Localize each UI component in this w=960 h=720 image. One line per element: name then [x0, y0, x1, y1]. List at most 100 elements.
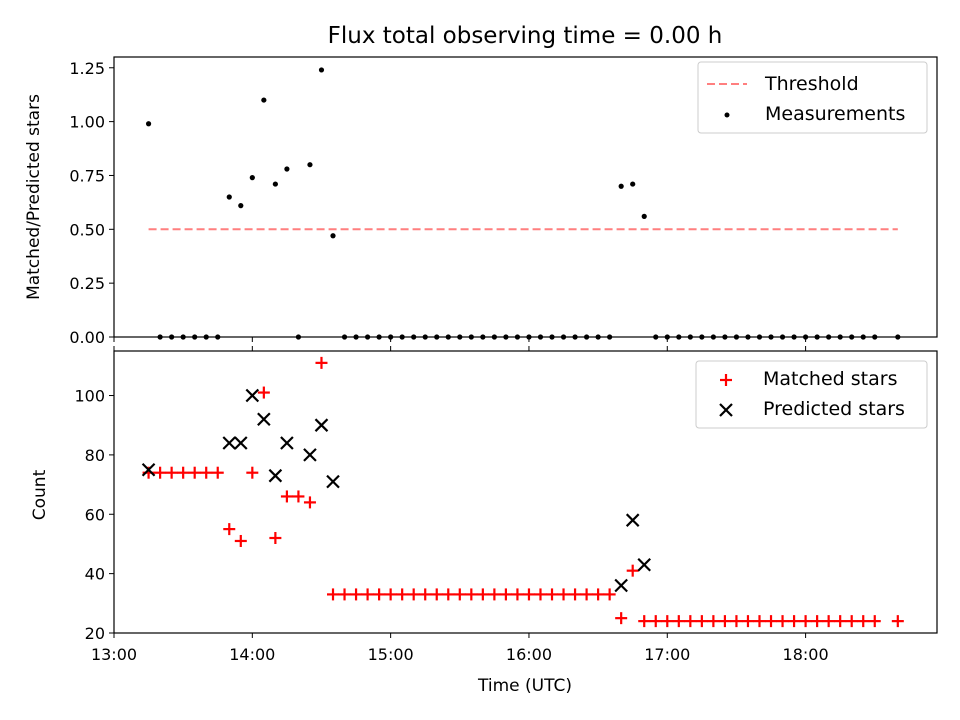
- matched-star-point: [373, 588, 386, 601]
- matched-star-point: [891, 615, 904, 628]
- matched-star-point: [257, 386, 270, 399]
- chart-title: Flux total observing time = 0.00 h: [328, 23, 723, 49]
- top-y-tick-label: 0.25: [69, 274, 105, 293]
- matched-star-point: [246, 466, 259, 479]
- matched-star-point: [592, 588, 605, 601]
- matched-star-point: [384, 588, 397, 601]
- matched-star-point: [269, 532, 282, 545]
- measurement-point: [630, 181, 636, 187]
- matched-star-point: [200, 466, 213, 479]
- bottom-legend: Matched stars Predicted stars: [695, 360, 928, 429]
- matched-star-point: [211, 466, 224, 479]
- matched-star-point: [430, 588, 443, 601]
- matched-star-point: [753, 615, 766, 628]
- measurement-point: [618, 183, 624, 189]
- matched-star-point: [730, 615, 743, 628]
- matched-star-point: [419, 588, 432, 601]
- matched-star-point: [234, 534, 247, 547]
- measurement-point: [238, 203, 244, 209]
- top-axes-ticks: 0.00 0.25 0.50 0.75 1.00 1.25: [69, 59, 807, 347]
- matched-star-point: [407, 588, 420, 601]
- matched-star-point: [857, 615, 870, 628]
- legend-matched-swatch: [720, 374, 732, 386]
- bottom-y-tick-label: 60: [85, 505, 105, 524]
- legend-threshold-label: Threshold: [764, 73, 859, 95]
- legend-measurements-label: Measurements: [765, 103, 905, 125]
- matched-star-point: [177, 466, 190, 479]
- top-y-tick-label: 0.00: [69, 328, 105, 347]
- predicted-star-point: [326, 474, 340, 489]
- matched-star-point: [557, 588, 570, 601]
- matched-star-point: [868, 615, 881, 628]
- bottom-x-tick-label: 17:00: [644, 645, 690, 664]
- matched-star-point: [154, 466, 167, 479]
- matched-star-point: [396, 588, 409, 601]
- matched-star-point: [707, 615, 720, 628]
- bottom-axes-frame: [113, 350, 938, 634]
- predicted-star-point: [614, 578, 628, 593]
- bottom-x-tick-label: 15:00: [368, 645, 414, 664]
- top-y-tick-label: 1.00: [69, 113, 105, 132]
- measurement-point: [272, 181, 278, 187]
- matched-star-point: [765, 615, 778, 628]
- matched-star-point: [280, 490, 293, 503]
- top-legend-box: [697, 61, 928, 134]
- legend-measurements-swatch: [724, 112, 730, 118]
- measurement-point: [249, 175, 255, 181]
- matched-star-point: [442, 588, 455, 601]
- predicted-star-point: [222, 436, 237, 450]
- bottom-y-tick-label: 20: [85, 624, 105, 643]
- matched-star-point: [534, 588, 547, 601]
- matched-star-point: [845, 615, 858, 628]
- bottom-y-tick-label: 40: [85, 565, 105, 584]
- predicted-star-point: [280, 436, 294, 450]
- matched-star-point: [188, 466, 201, 479]
- measurement-point: [145, 121, 152, 127]
- matched-star-point: [822, 615, 835, 628]
- bottom-y-tick-label: 80: [85, 446, 105, 465]
- matched-star-point: [718, 615, 731, 628]
- measurement-point: [284, 166, 290, 172]
- bottom-y-axis-label: Count: [30, 469, 50, 520]
- matched-star-point: [499, 588, 512, 601]
- matched-star-point: [741, 615, 754, 628]
- measurement-point: [330, 233, 336, 239]
- matched-star-point: [638, 615, 651, 628]
- matched-star-point: [684, 615, 697, 628]
- matched-star-point: [522, 588, 535, 601]
- top-legend: Threshold Measurements: [697, 61, 928, 134]
- measurement-point: [641, 213, 647, 219]
- matched-star-point: [661, 615, 674, 628]
- measurement-point: [226, 194, 232, 200]
- top-y-tick-label: 0.50: [69, 220, 105, 239]
- matched-star-point: [546, 588, 559, 601]
- measurement-point: [261, 97, 267, 103]
- top-panel: Flux total observing time = 0.00 h Match…: [24, 23, 938, 347]
- matched-star-point: [834, 615, 847, 628]
- bottom-legend-box: [695, 360, 928, 429]
- matched-star-point: [223, 523, 236, 536]
- matched-star-point: [350, 588, 363, 601]
- predicted-star-point: [303, 448, 317, 462]
- matched-star-point: [165, 466, 178, 479]
- matched-star-point: [476, 588, 489, 601]
- measurement-point: [307, 162, 313, 168]
- matched-star-point: [788, 615, 801, 628]
- matched-star-point: [626, 564, 639, 577]
- legend-predicted-swatch: [719, 403, 733, 417]
- bottom-panel: Count Time (UTC) 20 40 60 80 100 13:00 14:00 15…: [30, 346, 938, 696]
- matched-star-point: [338, 588, 351, 601]
- matched-star-point: [649, 615, 662, 628]
- bottom-y-tick-label: 100: [74, 387, 105, 406]
- predicted-star-point: [268, 468, 283, 483]
- predicted-star-point: [257, 412, 271, 427]
- top-axes-frame: [113, 56, 938, 338]
- measurement-point: [318, 67, 325, 73]
- matched-star-point: [327, 588, 340, 601]
- predicted-star-point: [625, 513, 640, 527]
- predicted-star-point: [637, 557, 652, 572]
- bottom-x-tick-label: 13:00: [91, 645, 137, 664]
- top-y-axis-label: Matched/Predicted stars: [24, 94, 44, 300]
- top-y-tick-label: 0.75: [69, 166, 105, 185]
